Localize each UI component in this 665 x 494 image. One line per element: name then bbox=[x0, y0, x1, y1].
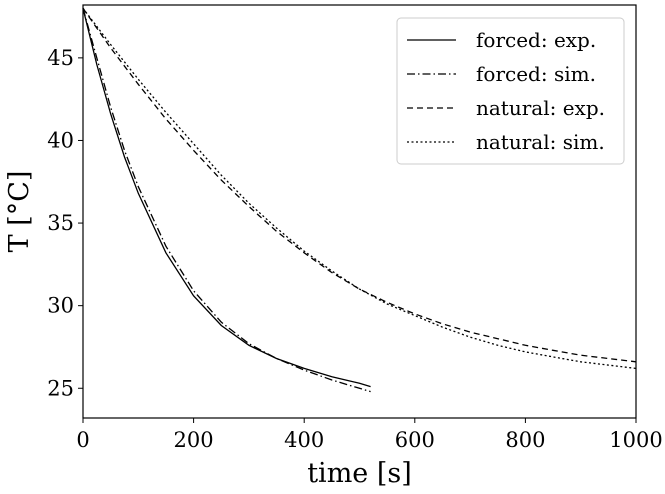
x-tick-label: 400 bbox=[284, 428, 324, 452]
legend: forced: exp. forced: sim. natural: exp. nat… bbox=[396, 17, 625, 165]
legend-box bbox=[396, 17, 625, 165]
legend-label-0: forced: exp. bbox=[476, 28, 596, 52]
y-tick-label: 25 bbox=[47, 376, 74, 400]
x-tick-label: 200 bbox=[174, 428, 214, 452]
series-layer bbox=[82, 7, 637, 393]
x-tick-label: 800 bbox=[505, 428, 545, 452]
y-axis-ticks: 25 30 35 40 45 bbox=[47, 46, 83, 400]
y-tick-label: 40 bbox=[47, 128, 74, 152]
plot-area-frame bbox=[82, 4, 637, 419]
series-line-3 bbox=[82, 7, 637, 370]
series-line-1 bbox=[82, 8, 371, 393]
legend-label-1: forced: sim. bbox=[476, 62, 596, 86]
legend-label-2: natural: exp. bbox=[476, 96, 605, 120]
x-axis-label: time [s] bbox=[307, 458, 412, 489]
y-axis-label: T [°C] bbox=[4, 171, 35, 253]
y-tick-label: 35 bbox=[47, 211, 74, 235]
y-tick-label: 30 bbox=[47, 294, 74, 318]
x-tick-label: 600 bbox=[395, 428, 435, 452]
x-tick-label: 0 bbox=[76, 428, 89, 452]
legend-label-3: natural: sim. bbox=[476, 130, 605, 154]
x-tick-label: 1000 bbox=[609, 428, 662, 452]
series-line-2 bbox=[82, 7, 637, 363]
x-axis-ticks: 0 200 400 600 800 1000 bbox=[76, 418, 663, 452]
series-line-0 bbox=[82, 8, 371, 388]
y-tick-label: 45 bbox=[47, 46, 74, 70]
